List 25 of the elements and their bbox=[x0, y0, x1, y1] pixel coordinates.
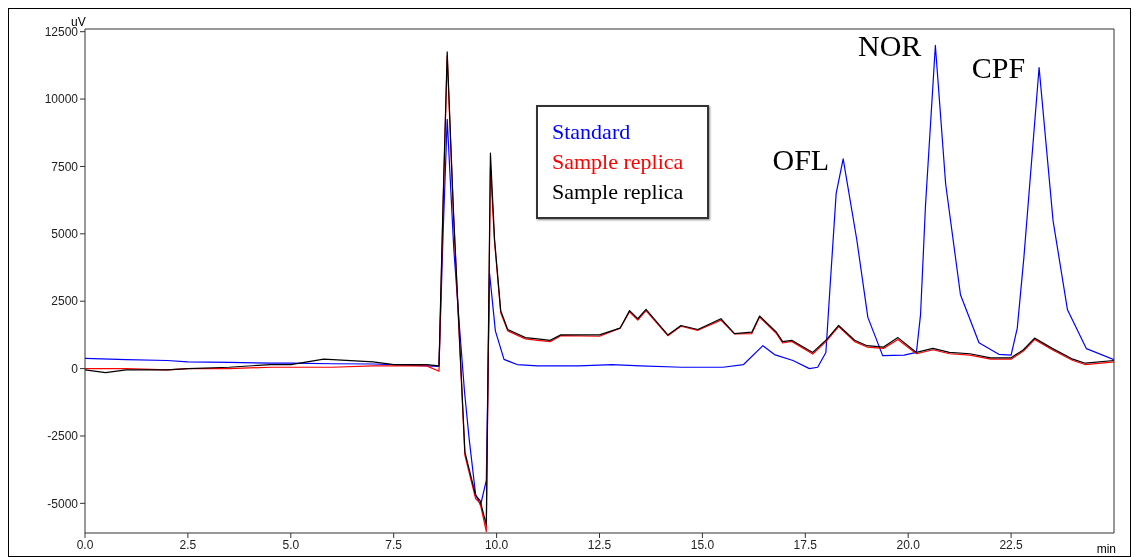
y-tick-label: 5000 bbox=[51, 227, 79, 242]
x-tick-label: 2.5 bbox=[179, 537, 197, 552]
y-axis-title: uV bbox=[71, 15, 86, 29]
x-axis-title: min bbox=[1096, 542, 1116, 556]
x-tick-label: 0.0 bbox=[76, 537, 94, 552]
y-tick-label: 10000 bbox=[44, 92, 79, 107]
x-tick-label: 10.0 bbox=[484, 537, 509, 552]
x-tick-label: 7.5 bbox=[385, 537, 403, 552]
x-tick-label: 12.5 bbox=[587, 537, 612, 552]
text: Sample replica bbox=[552, 178, 684, 206]
x-tick-label: 17.5 bbox=[793, 537, 818, 552]
annotation: OFL bbox=[772, 142, 830, 176]
x-tick-label: 15.0 bbox=[690, 537, 715, 552]
y-tick-label: 7500 bbox=[51, 159, 79, 174]
y-tick-label: -5000 bbox=[47, 496, 79, 511]
y-tick-label: 2500 bbox=[51, 294, 79, 309]
text: Sample replica bbox=[552, 148, 684, 176]
annotation: CPF bbox=[971, 51, 1026, 85]
y-tick-label: 0 bbox=[71, 361, 79, 376]
text: Standard bbox=[552, 118, 632, 146]
annotation: NOR bbox=[858, 29, 922, 63]
x-tick-label: 20.0 bbox=[896, 537, 921, 552]
x-tick-label: 5.0 bbox=[282, 537, 300, 552]
x-tick-label: 22.5 bbox=[999, 537, 1024, 552]
y-tick-label: -2500 bbox=[47, 429, 79, 444]
